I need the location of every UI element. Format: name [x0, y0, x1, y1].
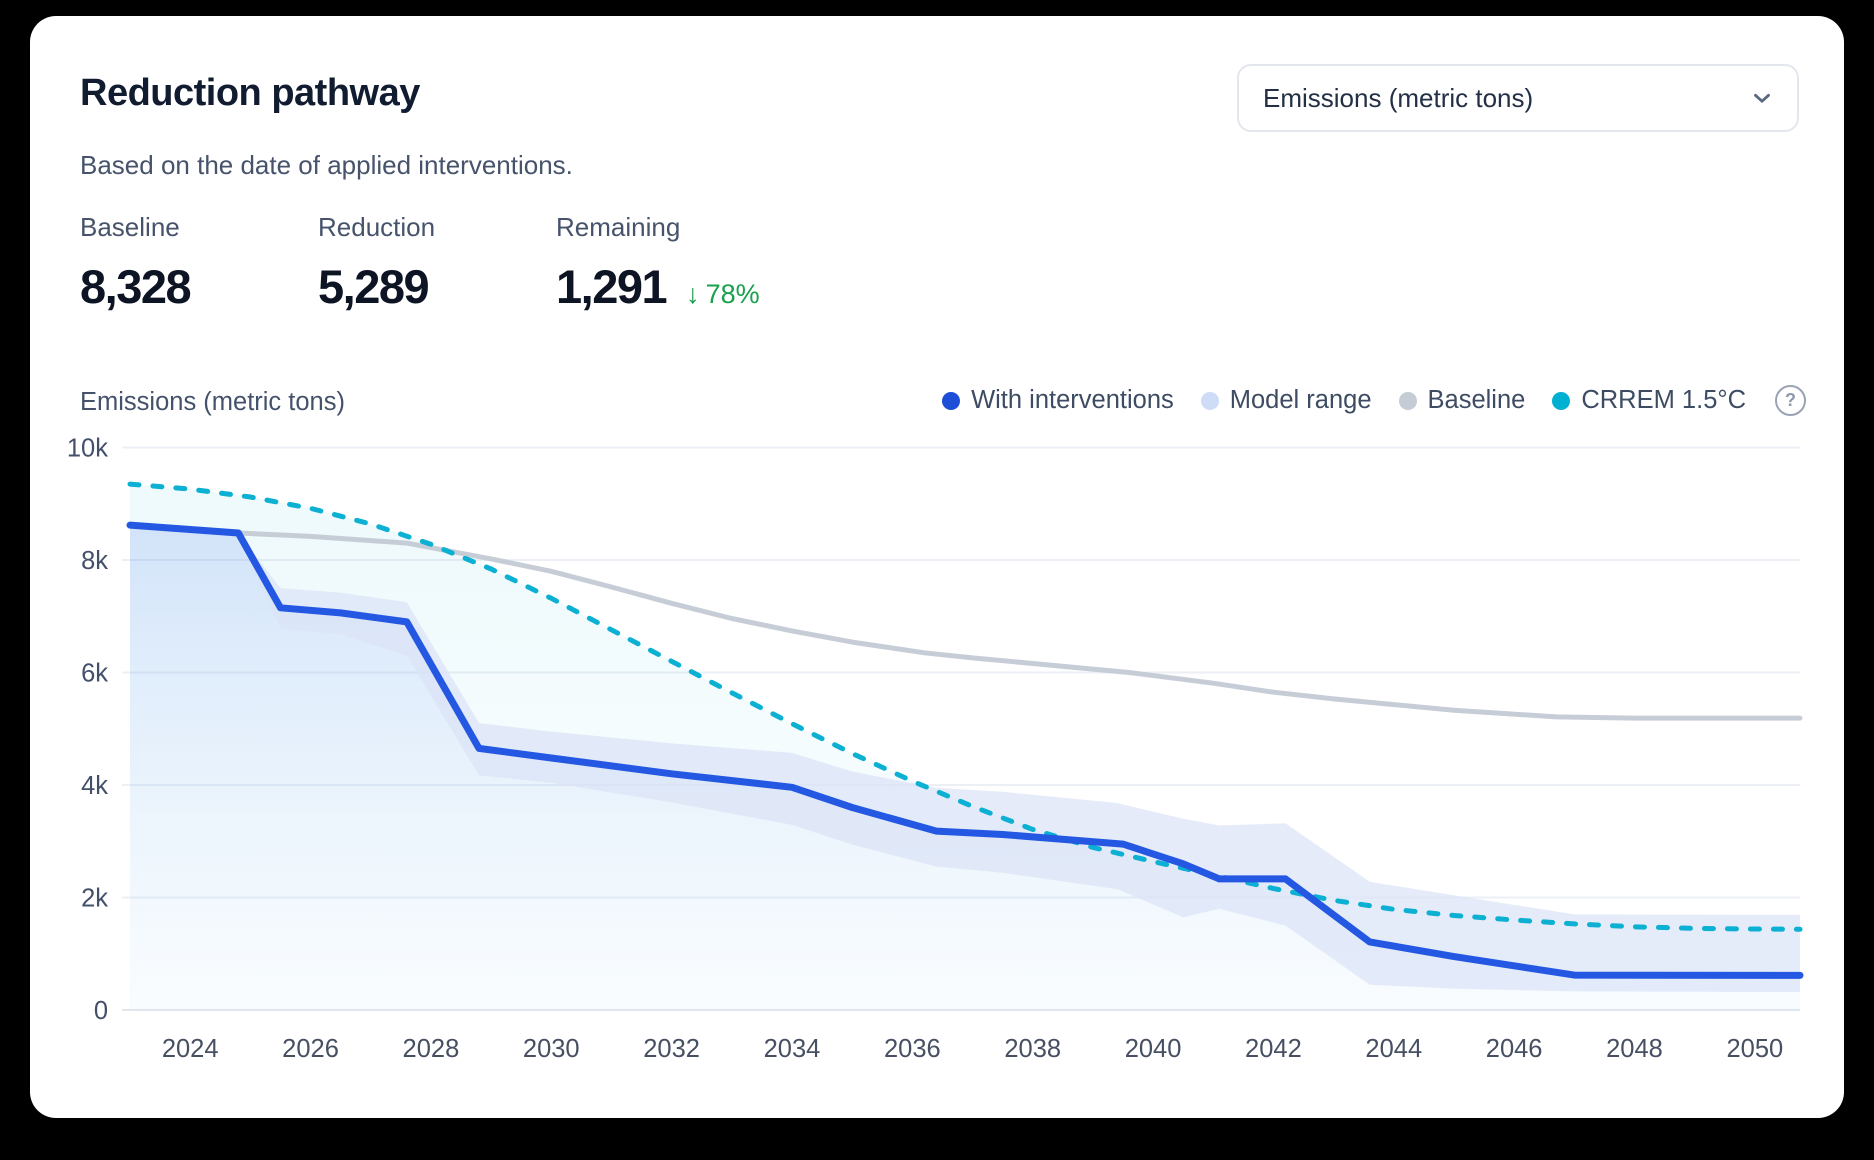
y-axis-tick-label: 2k	[81, 885, 108, 913]
page-subtitle: Based on the date of applied interventio…	[80, 150, 573, 180]
stat-remaining-delta: ↓ 78%	[686, 279, 760, 310]
y-axis-tick-label: 0	[94, 997, 108, 1025]
x-axis-tick-label: 2044	[1365, 1035, 1422, 1063]
model-range-band	[238, 533, 1800, 992]
x-axis-tick-label: 2030	[523, 1035, 580, 1063]
chart-y-axis-title: Emissions (metric tons)	[80, 388, 345, 416]
legend-item-baseline[interactable]: Baseline	[1398, 386, 1526, 415]
legend-item-label: With interventions	[971, 386, 1174, 414]
y-axis-tick-label: 6k	[81, 660, 108, 688]
legend-dot-icon	[1552, 391, 1571, 410]
legend-item-label: CRREM 1.5°C	[1581, 386, 1746, 414]
x-axis-tick-label: 2050	[1726, 1035, 1783, 1063]
legend-item-label: Baseline	[1427, 386, 1526, 414]
series-line-baseline	[235, 530, 1803, 721]
arrow-down-icon: ↓	[686, 279, 700, 309]
x-axis-tick-label: 2034	[764, 1035, 821, 1063]
x-axis-tick-label: 2026	[282, 1035, 339, 1063]
y-axis-tick-label: 10k	[67, 435, 108, 463]
stat-remaining: Remaining 1,291 ↓ 78%	[556, 212, 760, 314]
stat-reduction-label: Reduction	[318, 212, 436, 242]
legend-item-with-interventions[interactable]: With interventions	[942, 386, 1174, 415]
metric-select[interactable]: Emissions (metric tons)	[1237, 64, 1799, 132]
x-axis-tick-label: 2040	[1125, 1035, 1182, 1063]
y-axis-tick-label: 4k	[81, 772, 108, 800]
x-axis-tick-label: 2046	[1486, 1035, 1543, 1063]
x-axis-tick-label: 2038	[1004, 1035, 1061, 1063]
x-axis-tick-label: 2036	[884, 1035, 941, 1063]
stat-baseline: Baseline 8,328	[80, 212, 192, 314]
legend-item-crrem-1-5-c[interactable]: CRREM 1.5°C	[1552, 386, 1746, 415]
stat-baseline-value: 8,328	[80, 260, 192, 313]
series-line-crrem-1-5-c	[127, 481, 1803, 932]
x-axis-tick-label: 2024	[162, 1035, 219, 1063]
x-axis-tick-label: 2028	[403, 1035, 460, 1063]
stat-remaining-label: Remaining	[556, 212, 681, 242]
legend-dot-icon	[1398, 391, 1417, 410]
stat-remaining-value: 1,291	[556, 260, 668, 313]
legend-item-model-range[interactable]: Model range	[1200, 386, 1372, 415]
x-axis-tick-label: 2032	[643, 1035, 700, 1063]
stat-reduction-value: 5,289	[318, 260, 430, 313]
stat-reduction: Reduction 5,289	[318, 212, 435, 314]
page-title: Reduction pathway	[80, 72, 420, 114]
stat-remaining-delta-percent: 78%	[705, 279, 760, 309]
series-line-with-interventions	[126, 521, 1804, 979]
chart-legend: With interventions Model range Baseline CRR…	[942, 385, 1806, 416]
legend-dot-icon	[942, 391, 961, 410]
x-axis-tick-label: 2048	[1606, 1035, 1663, 1063]
help-icon[interactable]: ?	[1775, 385, 1806, 416]
metric-select-value: Emissions (metric tons)	[1263, 82, 1534, 113]
stat-baseline-label: Baseline	[80, 212, 180, 242]
chevron-down-icon	[1754, 93, 1770, 103]
y-axis-tick-label: 8k	[81, 547, 108, 575]
x-axis-tick-label: 2042	[1245, 1035, 1302, 1063]
legend-dot-icon	[1200, 391, 1219, 410]
emissions-line-chart: 10k 8k 6k 4k 2k 0 2024 2026 2028 2030 2032 2034 2036…	[67, 435, 1804, 1063]
reduction-pathway-card: Reduction pathway Based on the date of a…	[30, 16, 1844, 1118]
legend-item-label: Model range	[1229, 386, 1372, 414]
